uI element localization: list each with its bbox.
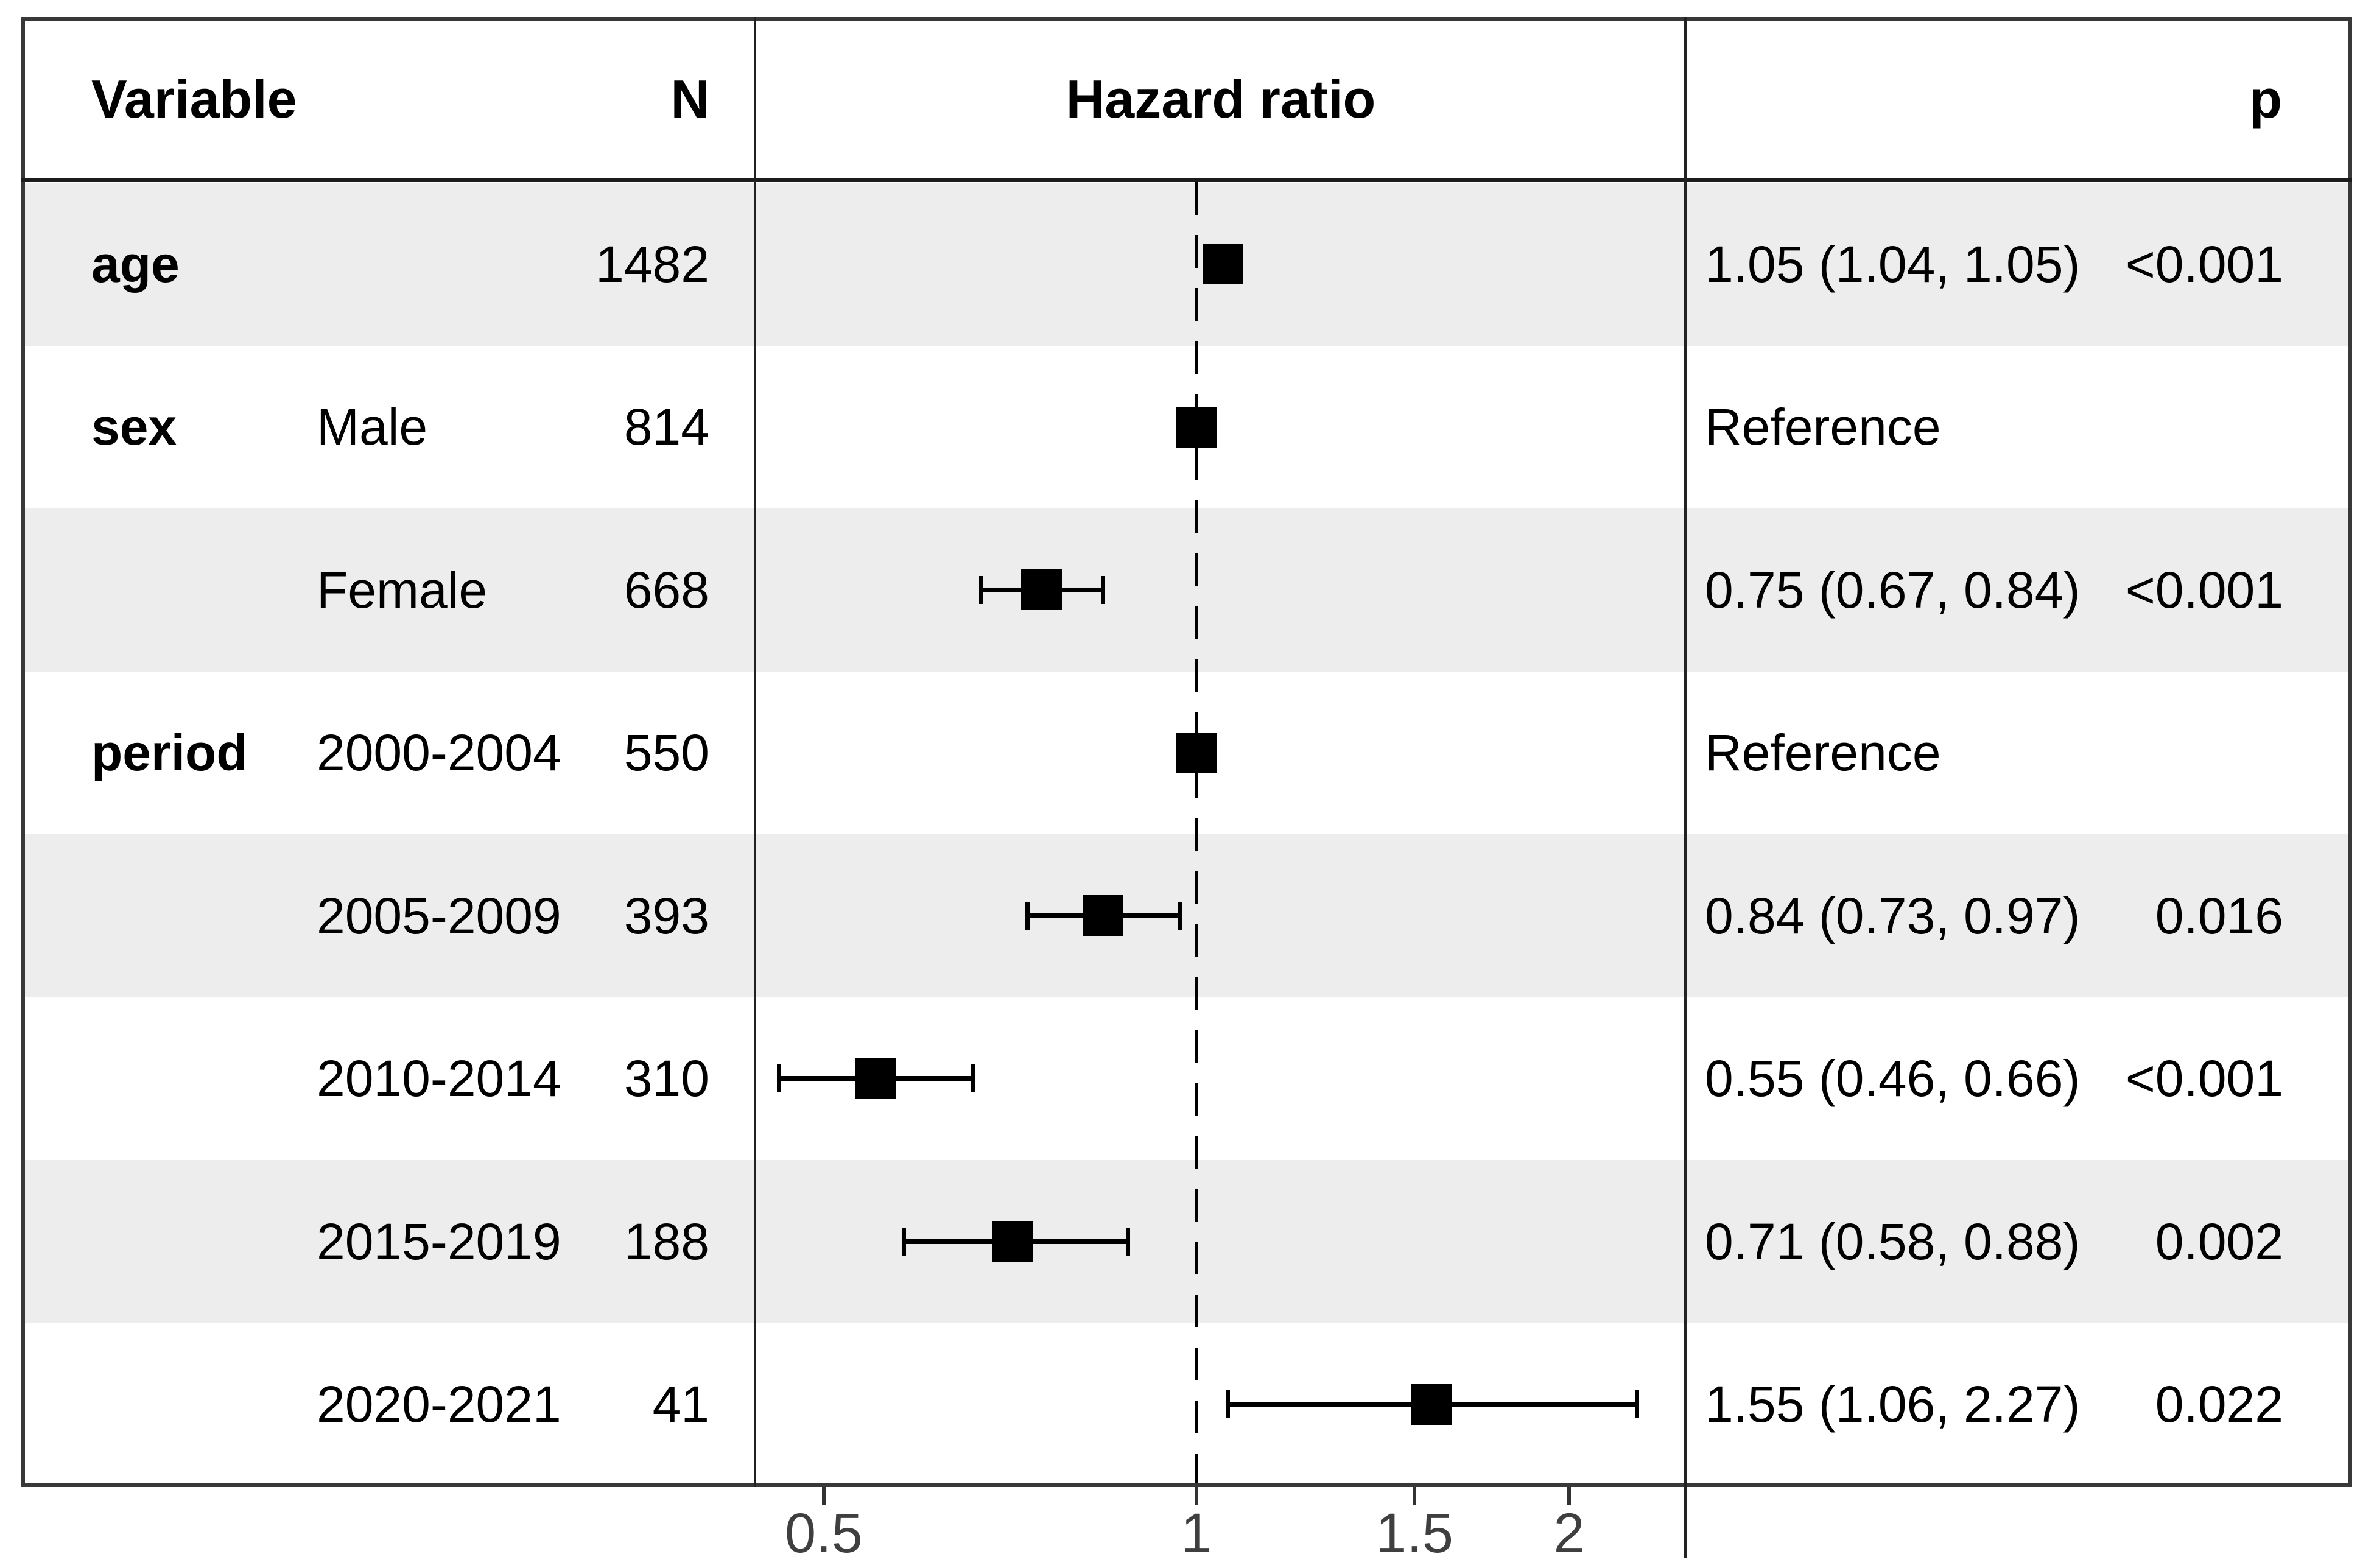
row-stripe xyxy=(25,997,2350,1160)
level-label: 2005-2009 xyxy=(317,887,561,944)
n-value: 310 xyxy=(623,1050,709,1108)
level-label: Male xyxy=(317,398,428,456)
column-divider-left xyxy=(754,17,756,1487)
x-axis-tick-label: 0.5 xyxy=(784,1502,863,1564)
point-marker xyxy=(1082,895,1123,937)
header-n: N xyxy=(670,69,709,129)
p-value: <0.001 xyxy=(2125,1050,2283,1108)
header-variable: Variable xyxy=(91,69,297,129)
estimate-value: 0.84 (0.73, 0.97) xyxy=(1705,887,2081,944)
row-stripe xyxy=(25,183,2350,346)
n-value: 550 xyxy=(623,724,709,782)
level-label: 2010-2014 xyxy=(317,1050,561,1108)
point-marker xyxy=(1202,244,1243,285)
n-value: 393 xyxy=(623,887,709,944)
x-axis-tick xyxy=(821,1487,826,1505)
level-label: 2015-2019 xyxy=(317,1212,561,1270)
point-marker xyxy=(1411,1383,1453,1425)
ci-cap-right xyxy=(1178,901,1182,930)
ci-cap-left xyxy=(901,1227,906,1256)
ci-cap-left xyxy=(1025,901,1030,930)
estimate-value: 1.55 (1.06, 2.27) xyxy=(1705,1376,2081,1433)
row-stripe xyxy=(25,834,2350,997)
p-value: 0.016 xyxy=(2155,887,2283,944)
estimate-value: 0.75 (0.67, 0.84) xyxy=(1705,561,2081,619)
level-label: 2020-2021 xyxy=(317,1376,561,1433)
x-axis-tick-label: 1.5 xyxy=(1375,1502,1453,1564)
variable-label: age xyxy=(91,235,180,293)
header-separator xyxy=(21,178,2352,182)
estimate-value: 0.55 (0.46, 0.66) xyxy=(1705,1050,2081,1108)
ci-cap-right xyxy=(1100,575,1105,604)
row-stripe xyxy=(25,1160,2350,1323)
estimate-value: Reference xyxy=(1705,724,1941,782)
row-stripe xyxy=(25,508,2350,672)
level-label: 2000-2004 xyxy=(317,724,561,782)
point-marker xyxy=(854,1058,896,1099)
point-marker xyxy=(992,1221,1033,1262)
n-value: 1482 xyxy=(595,235,709,293)
x-axis-tick-label: 1 xyxy=(1181,1502,1212,1564)
header-hazard-ratio: Hazard ratio xyxy=(1066,69,1376,129)
variable-label: sex xyxy=(91,398,177,456)
header-p: p xyxy=(2249,69,2282,129)
x-axis-tick xyxy=(1413,1487,1417,1505)
n-value: 41 xyxy=(652,1376,709,1433)
p-value: <0.001 xyxy=(2125,561,2283,619)
ci-cap-left xyxy=(1225,1390,1230,1419)
point-marker xyxy=(1176,732,1217,773)
point-marker xyxy=(1021,569,1062,611)
variable-label: period xyxy=(91,724,248,782)
p-value: 0.022 xyxy=(2155,1376,2283,1433)
ci-cap-right xyxy=(971,1064,975,1093)
x-axis-tick-label: 2 xyxy=(1553,1502,1585,1564)
p-value: <0.001 xyxy=(2125,235,2283,293)
ci-cap-left xyxy=(978,575,983,604)
n-value: 188 xyxy=(623,1212,709,1270)
column-divider-right xyxy=(1684,17,1687,1558)
ci-cap-left xyxy=(776,1064,781,1093)
ci-cap-right xyxy=(1635,1390,1640,1419)
estimate-value: Reference xyxy=(1705,398,1941,456)
p-value: 0.002 xyxy=(2155,1212,2283,1270)
estimate-value: 0.71 (0.58, 0.88) xyxy=(1705,1212,2081,1270)
n-value: 668 xyxy=(623,561,709,619)
x-axis-tick xyxy=(1195,1487,1198,1505)
n-value: 814 xyxy=(623,398,709,456)
point-marker xyxy=(1176,406,1217,448)
row-stripe xyxy=(25,1323,2350,1486)
level-label: Female xyxy=(317,561,488,619)
x-axis-tick xyxy=(1567,1487,1572,1505)
reference-line xyxy=(1195,182,1198,1483)
estimate-value: 1.05 (1.04, 1.05) xyxy=(1705,235,2081,293)
ci-cap-right xyxy=(1125,1227,1130,1256)
